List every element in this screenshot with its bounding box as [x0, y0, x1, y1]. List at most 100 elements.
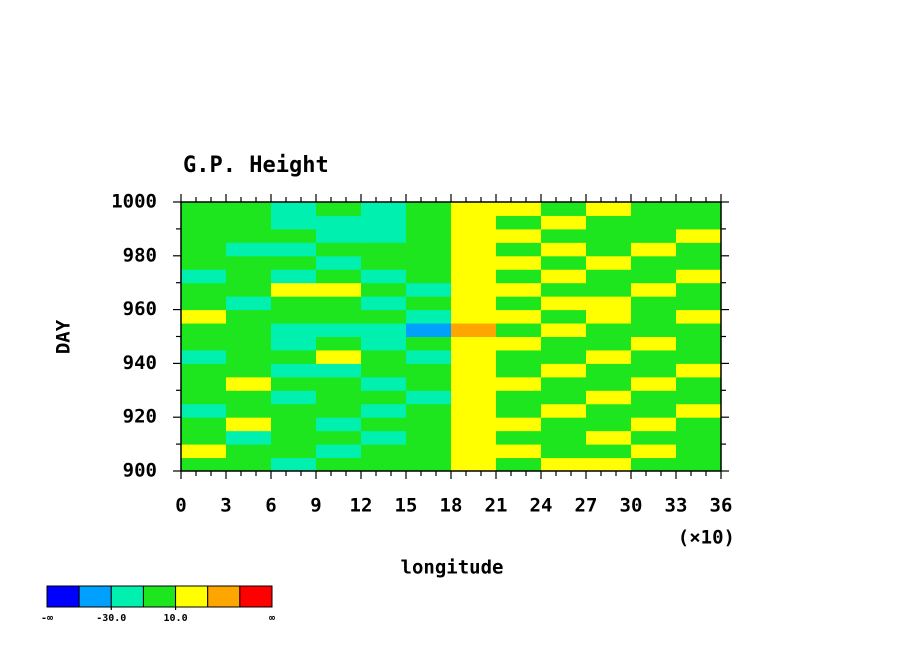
heat-cell: [226, 255, 272, 270]
colorbar-tick-label: -30.0: [96, 613, 126, 624]
colorbar-tick-label: 10.0: [164, 613, 188, 624]
heat-cell: [316, 457, 362, 472]
heat-cell: [586, 202, 632, 216]
heat-cell: [496, 390, 542, 405]
heat-cell: [541, 242, 587, 257]
heat-cell: [316, 323, 362, 337]
heat-cell: [541, 228, 587, 243]
heat-cell: [451, 457, 497, 472]
heat-cell: [586, 242, 632, 257]
heat-cell: [586, 349, 632, 364]
heat-cell: [271, 444, 317, 459]
x-tick-label: 30: [620, 495, 643, 517]
heat-cell: [406, 349, 452, 364]
heat-cell: [226, 376, 272, 391]
heat-cell: [181, 417, 227, 432]
x-tick-label: 0: [175, 495, 186, 517]
chart-title: G.P. Height: [183, 153, 329, 178]
heat-cell: [631, 269, 677, 284]
heat-cell: [631, 282, 677, 297]
heat-cell: [226, 444, 272, 459]
y-tick-label: 940: [123, 352, 157, 374]
heat-cell: [496, 296, 542, 311]
heat-cell: [586, 336, 632, 351]
heat-cell: [271, 323, 317, 337]
heat-cell: [181, 255, 227, 270]
heat-cell: [631, 376, 677, 391]
heat-cell: [181, 349, 227, 364]
heat-cell: [271, 309, 317, 324]
heat-cell: [451, 444, 497, 459]
heat-cell: [181, 403, 227, 418]
heat-cell: [316, 296, 362, 311]
heat-cell: [226, 417, 272, 432]
heat-cell: [676, 296, 722, 311]
heat-cell: [181, 336, 227, 351]
y-tick-label: 920: [123, 406, 157, 428]
heat-cell: [496, 349, 542, 364]
heat-cell: [271, 430, 317, 445]
heat-cell: [316, 242, 362, 257]
heat-cell: [361, 417, 407, 432]
heat-cell: [181, 215, 227, 230]
heat-cell: [586, 323, 632, 337]
heat-cell: [541, 215, 587, 230]
heat-cell: [406, 390, 452, 405]
heat-cell: [361, 457, 407, 472]
heat-cell: [676, 457, 722, 472]
colorbar-swatch: [239, 585, 273, 608]
heat-cell: [541, 309, 587, 324]
heat-cell: [316, 417, 362, 432]
heat-cell: [631, 255, 677, 270]
heat-cell: [406, 444, 452, 459]
heat-cell: [316, 309, 362, 324]
heat-cell: [271, 202, 317, 216]
heat-cell: [631, 390, 677, 405]
heat-cell: [451, 202, 497, 216]
heat-cell: [316, 336, 362, 351]
heat-cell: [496, 282, 542, 297]
heat-cell: [586, 376, 632, 391]
heat-cell: [451, 376, 497, 391]
heat-cell: [316, 430, 362, 445]
heat-cell: [676, 349, 722, 364]
heat-cell: [586, 255, 632, 270]
heat-cell: [451, 363, 497, 378]
heat-cell: [586, 309, 632, 324]
heat-cell: [271, 403, 317, 418]
heat-cell: [541, 457, 587, 472]
x-tick-label: 12: [350, 495, 373, 517]
heat-cell: [361, 363, 407, 378]
x-tick-label: 36: [710, 495, 733, 517]
x-tick-label: 24: [530, 495, 553, 517]
heat-cell: [496, 269, 542, 284]
heat-cell: [631, 457, 677, 472]
heat-cell: [226, 242, 272, 257]
colorbar-swatch: [110, 585, 144, 608]
heat-cell: [541, 363, 587, 378]
heat-cell: [451, 349, 497, 364]
heat-cell: [451, 309, 497, 324]
heat-cell: [181, 202, 227, 216]
heat-cell: [361, 430, 407, 445]
heat-cell: [181, 323, 227, 337]
heat-cell: [631, 363, 677, 378]
heat-cell: [361, 376, 407, 391]
heat-cell: [406, 363, 452, 378]
heat-cell: [451, 228, 497, 243]
heat-cell: [676, 336, 722, 351]
heat-cell: [361, 269, 407, 284]
heat-cell: [361, 296, 407, 311]
heat-cell: [361, 349, 407, 364]
heat-cell: [676, 282, 722, 297]
heat-cell: [226, 282, 272, 297]
heat-cell: [316, 269, 362, 284]
heat-cell: [271, 417, 317, 432]
heat-cell: [361, 282, 407, 297]
heat-cell: [541, 323, 587, 337]
y-tick-label: 1000: [111, 191, 157, 213]
heat-cell: [451, 255, 497, 270]
heat-cell: [676, 255, 722, 270]
heat-cell: [496, 202, 542, 216]
heat-cell: [226, 269, 272, 284]
